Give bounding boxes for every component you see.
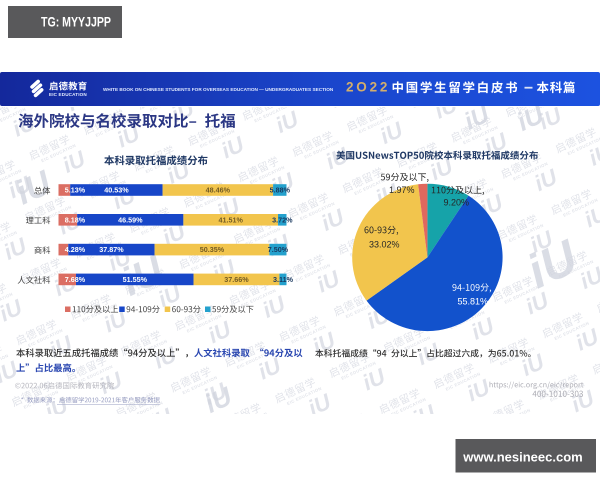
svg-text:8.18%: 8.18% — [65, 215, 86, 224]
svg-text:46.59%: 46.59% — [118, 215, 143, 224]
svg-text:2O22: 2O22 — [346, 80, 390, 95]
svg-text:37.66%: 37.66% — [224, 275, 249, 284]
svg-text:WHITE BOOK ON CHINESE STUDENTS: WHITE BOOK ON CHINESE STUDENTS FOR OVERS… — [103, 87, 334, 92]
svg-text:9.20%: 9.20% — [444, 198, 470, 208]
svg-text:33.02%: 33.02% — [369, 239, 400, 249]
svg-text:TG: MYYJJPP: TG: MYYJJPP — [41, 15, 111, 30]
svg-text:3.72%: 3.72% — [272, 215, 293, 224]
svg-text:5.13%: 5.13% — [65, 186, 86, 195]
svg-text:5.88%: 5.88% — [270, 186, 291, 195]
svg-text:41.51%: 41.51% — [219, 215, 244, 224]
svg-text:51.55%: 51.55% — [123, 275, 148, 284]
svg-text:48.46%: 48.46% — [206, 186, 231, 195]
svg-text:37.87%: 37.87% — [99, 245, 124, 254]
svg-text:1.97%: 1.97% — [389, 185, 415, 195]
svg-text:www.nesineec.com: www.nesineec.com — [462, 450, 582, 465]
svg-text:40.53%: 40.53% — [104, 186, 129, 195]
svg-text:7.50%: 7.50% — [268, 245, 289, 254]
svg-text:3.11%: 3.11% — [273, 275, 294, 284]
svg-text:EIC EDUCATION: EIC EDUCATION — [49, 92, 87, 97]
svg-text:55.81%: 55.81% — [458, 297, 489, 307]
svg-text:4.28%: 4.28% — [65, 245, 86, 254]
svg-text:7.68%: 7.68% — [65, 275, 86, 284]
svg-text:50.35%: 50.35% — [200, 245, 225, 254]
